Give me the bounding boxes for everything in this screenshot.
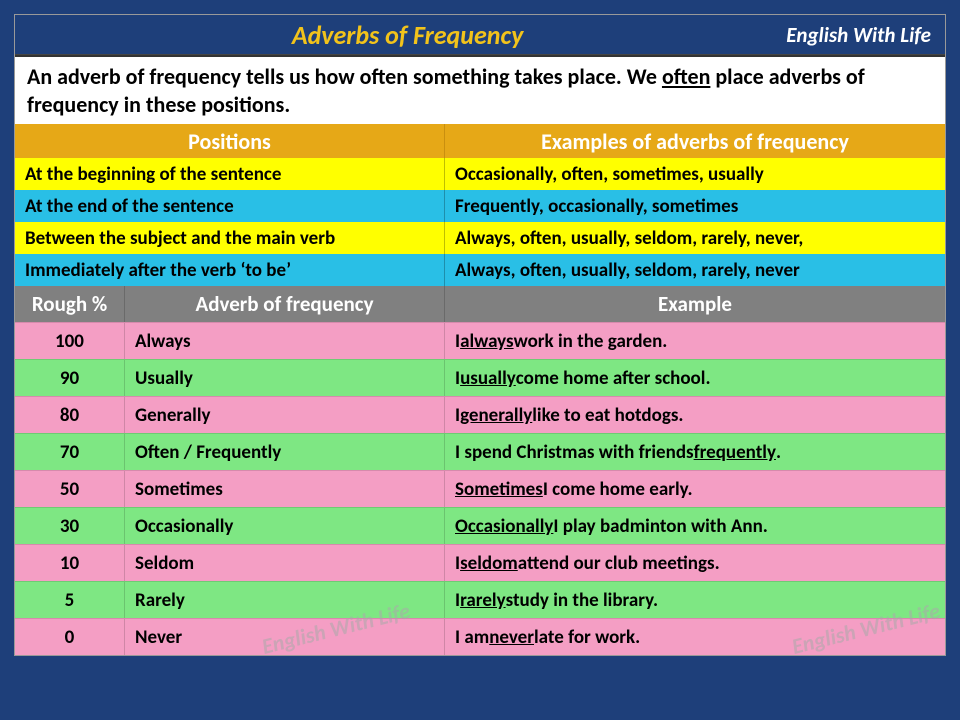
- header-bar: Adverbs of Frequency English With Life: [15, 15, 945, 55]
- frequency-row: 70 Often / Frequently I spend Christmas …: [15, 433, 945, 470]
- frequency-header-ex: Example: [445, 286, 945, 322]
- ex-post: come home after school.: [516, 367, 711, 390]
- frequency-adverb: Never: [125, 619, 445, 655]
- frequency-adverb: Often / Frequently: [125, 434, 445, 470]
- frequency-row: 10 Seldom I seldom attend our club meeti…: [15, 544, 945, 581]
- positions-row: At the beginning of the sentence Occasio…: [15, 158, 945, 190]
- frequency-row: 100 Always I always work in the garden.: [15, 322, 945, 359]
- frequency-pct: 5: [15, 582, 125, 618]
- frequency-example: I spend Christmas with friends frequentl…: [445, 434, 945, 470]
- ex-underlined: generally: [460, 404, 532, 427]
- frequency-pct: 90: [15, 360, 125, 396]
- frequency-adverb: Seldom: [125, 545, 445, 581]
- frequency-adverb: Occasionally: [125, 508, 445, 544]
- ex-post: I come home early.: [543, 478, 693, 501]
- positions-cell-position: Immediately after the verb ‘to be’: [15, 254, 445, 286]
- ex-post: work in the garden.: [514, 330, 668, 353]
- frequency-pct: 0: [15, 619, 125, 655]
- frequency-example: I usually come home after school.: [445, 360, 945, 396]
- ex-post: like to eat hotdogs.: [532, 404, 683, 427]
- positions-cell-examples: Always, often, usually, seldom, rarely, …: [445, 222, 945, 254]
- frequency-pct: 80: [15, 397, 125, 433]
- frequency-header-row: Rough % Adverb of frequency Example: [15, 286, 945, 322]
- ex-underlined: Sometimes: [455, 478, 543, 501]
- frequency-example: I generally like to eat hotdogs.: [445, 397, 945, 433]
- ex-underlined: never: [489, 626, 534, 649]
- ex-post: .: [776, 441, 781, 464]
- ex-underlined: usually: [460, 367, 516, 390]
- frequency-example: I rarely study in the library.: [445, 582, 945, 618]
- frequency-row: 5 Rarely I rarely study in the library.: [15, 581, 945, 618]
- frequency-pct: 50: [15, 471, 125, 507]
- ex-underlined: Occasionally: [455, 515, 553, 538]
- intro-text: An adverb of frequency tells us how ofte…: [15, 55, 945, 124]
- frequency-adverb: Rarely: [125, 582, 445, 618]
- frequency-adverb: Generally: [125, 397, 445, 433]
- positions-header-row: Positions Examples of adverbs of frequen…: [15, 124, 945, 158]
- ex-underlined: seldom: [460, 552, 518, 575]
- brand-label: English With Life: [786, 22, 931, 48]
- ex-underlined: frequently: [694, 441, 776, 464]
- positions-header-col-a: Positions: [15, 124, 445, 158]
- frequency-header-pct: Rough %: [15, 286, 125, 322]
- document-container: Adverbs of Frequency English With Life A…: [14, 14, 946, 656]
- frequency-adverb: Sometimes: [125, 471, 445, 507]
- ex-underlined: rarely: [460, 589, 506, 612]
- frequency-pct: 10: [15, 545, 125, 581]
- positions-cell-position: At the end of the sentence: [15, 190, 445, 222]
- positions-row: Immediately after the verb ‘to be’ Alway…: [15, 254, 945, 286]
- frequency-row: 50 Sometimes Sometimes I come home early…: [15, 470, 945, 507]
- positions-row: Between the subject and the main verb Al…: [15, 222, 945, 254]
- frequency-pct: 100: [15, 323, 125, 359]
- frequency-header-adv: Adverb of frequency: [125, 286, 445, 322]
- intro-pre: An adverb of frequency tells us how ofte…: [27, 63, 662, 90]
- ex-post: late for work.: [534, 626, 640, 649]
- frequency-example: I seldom attend our club meetings.: [445, 545, 945, 581]
- positions-cell-examples: Always, often, usually, seldom, rarely, …: [445, 254, 945, 286]
- frequency-example: Sometimes I come home early.: [445, 471, 945, 507]
- ex-post: I play badminton with Ann.: [553, 515, 767, 538]
- ex-post: study in the library.: [506, 589, 658, 612]
- positions-cell-position: Between the subject and the main verb: [15, 222, 445, 254]
- positions-row: At the end of the sentence Frequently, o…: [15, 190, 945, 222]
- ex-post: attend our club meetings.: [518, 552, 720, 575]
- intro-underlined: often: [662, 63, 710, 90]
- frequency-row: 90 Usually I usually come home after sch…: [15, 359, 945, 396]
- positions-cell-examples: Occasionally, often, sometimes, usually: [445, 158, 945, 190]
- ex-pre: I spend Christmas with friends: [455, 441, 694, 464]
- frequency-row: 0 Never I am never late for work.: [15, 618, 945, 655]
- positions-cell-examples: Frequently, occasionally, sometimes: [445, 190, 945, 222]
- frequency-pct: 30: [15, 508, 125, 544]
- frequency-adverb: Always: [125, 323, 445, 359]
- ex-pre: I am: [455, 626, 489, 649]
- positions-header-col-b: Examples of adverbs of frequency: [445, 124, 945, 158]
- ex-underlined: always: [460, 330, 514, 353]
- positions-cell-position: At the beginning of the sentence: [15, 158, 445, 190]
- frequency-adverb: Usually: [125, 360, 445, 396]
- frequency-example: Occasionally I play badminton with Ann.: [445, 508, 945, 544]
- page-title: Adverbs of Frequency: [29, 19, 786, 51]
- frequency-example: I am never late for work.: [445, 619, 945, 655]
- frequency-example: I always work in the garden.: [445, 323, 945, 359]
- frequency-pct: 70: [15, 434, 125, 470]
- frequency-row: 30 Occasionally Occasionally I play badm…: [15, 507, 945, 544]
- frequency-row: 80 Generally I generally like to eat hot…: [15, 396, 945, 433]
